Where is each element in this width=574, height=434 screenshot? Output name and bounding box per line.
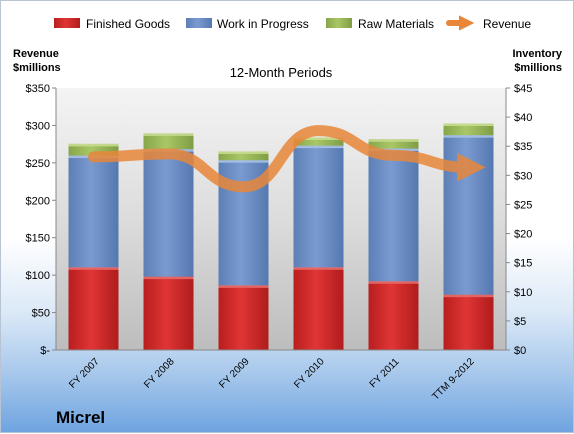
- bar-work-in-progress: [444, 135, 494, 295]
- right-tick-label: $40: [514, 112, 532, 124]
- bar-work-in-progress: [294, 146, 344, 268]
- bar-cap-raw-materials: [219, 151, 269, 154]
- bar-cap-raw-materials: [144, 133, 194, 136]
- bar-cap-raw-materials: [369, 139, 419, 142]
- left-tick-label: $350: [26, 83, 50, 95]
- bar-cap-finished-goods: [144, 277, 194, 280]
- plot-area: [56, 88, 506, 350]
- right-axis: $0 $5 $10 $15 $20 $25 $30 $35 $40 $45: [506, 83, 532, 357]
- legend-label-revenue: Revenue: [483, 17, 531, 31]
- right-tick-label: $15: [514, 258, 532, 270]
- legend: Finished Goods Work in Progress Raw Mate…: [54, 17, 531, 31]
- bar-finished-goods: [294, 267, 344, 350]
- left-axis: $- $50 $100 $150 $200 $250 $300 $350: [26, 83, 56, 357]
- right-axis-title-line1: Inventory: [512, 48, 562, 60]
- left-tick-label: $250: [26, 158, 50, 170]
- bar-cap-finished-goods: [294, 267, 344, 270]
- right-tick-label: $10: [514, 287, 532, 299]
- x-tick-label: FY 2009: [217, 356, 252, 391]
- bar-cap-work-in-progress: [219, 160, 269, 163]
- right-axis-title-line2: $millions: [514, 62, 562, 74]
- bar-work-in-progress: [369, 149, 419, 282]
- bar-cap-finished-goods: [444, 295, 494, 298]
- right-tick-label: $0: [514, 345, 526, 357]
- right-tick-label: $20: [514, 229, 532, 241]
- right-tick-label: $5: [514, 316, 526, 328]
- legend-label-work-in-progress: Work in Progress: [217, 17, 309, 31]
- right-tick-label: $30: [514, 170, 532, 182]
- left-tick-label: $50: [32, 308, 50, 320]
- right-tick-label: $35: [514, 141, 532, 153]
- left-tick-label: $200: [26, 195, 50, 207]
- left-tick-label: $150: [26, 233, 50, 245]
- bar-finished-goods: [219, 285, 269, 350]
- right-tick-label: $45: [514, 83, 532, 95]
- chart-subtitle: 12-Month Periods: [230, 65, 333, 80]
- legend-swatch-finished-goods: [54, 18, 80, 28]
- bar-cap-finished-goods: [219, 285, 269, 288]
- left-tick-label: $300: [26, 120, 50, 132]
- bar-cap-work-in-progress: [294, 146, 344, 149]
- right-tick-label: $25: [514, 199, 532, 211]
- x-tick-label: TTM 9-2012: [430, 356, 477, 403]
- bar-cap-work-in-progress: [444, 135, 494, 138]
- bar-work-in-progress: [144, 149, 194, 277]
- bar-cap-finished-goods: [369, 281, 419, 284]
- legend-swatch-raw-materials: [326, 18, 352, 28]
- left-axis-title-line2: $millions: [13, 62, 61, 74]
- legend-label-finished-goods: Finished Goods: [86, 17, 170, 31]
- x-axis: FY 2007 FY 2008 FY 2009 FY 2010 FY 2011 TTM 9…: [56, 350, 506, 403]
- bar-finished-goods: [69, 267, 119, 350]
- bar-finished-goods: [144, 277, 194, 350]
- x-tick-label: FY 2008: [142, 356, 177, 391]
- bar-cap-finished-goods: [69, 267, 119, 270]
- bar-cap-raw-materials: [69, 144, 119, 147]
- bar-work-in-progress: [69, 156, 119, 268]
- legend-swatch-work-in-progress: [186, 18, 212, 28]
- company-name: Micrel: [56, 408, 105, 427]
- left-axis-title-line1: Revenue: [13, 48, 59, 60]
- x-tick-label: FY 2010: [292, 356, 327, 391]
- bar-cap-raw-materials: [444, 124, 494, 127]
- left-tick-label: $-: [40, 345, 50, 357]
- bar-finished-goods: [444, 295, 494, 350]
- bar-finished-goods: [369, 281, 419, 350]
- legend-label-raw-materials: Raw Materials: [358, 17, 434, 31]
- x-tick-label: FY 2011: [368, 356, 402, 390]
- x-tick-label: FY 2007: [67, 356, 102, 391]
- left-tick-label: $100: [26, 270, 50, 282]
